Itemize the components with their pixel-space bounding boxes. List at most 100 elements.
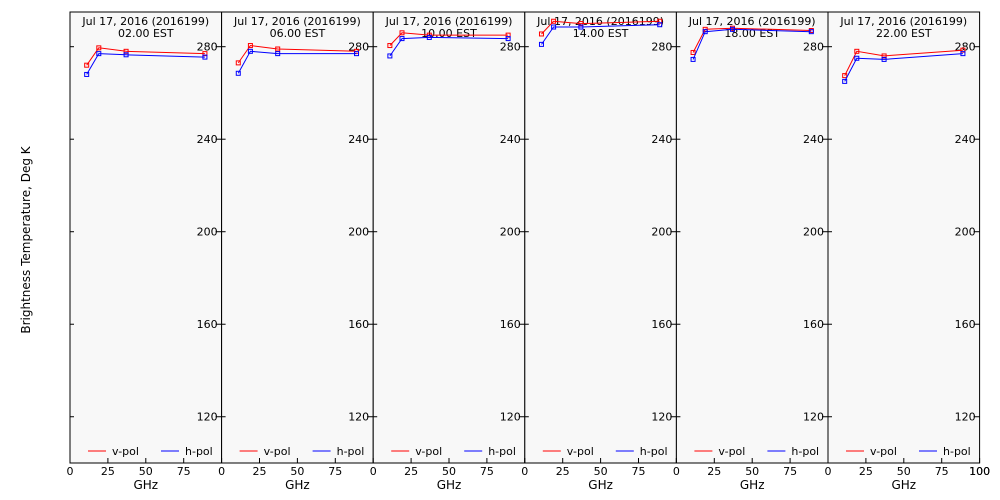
x-tick-label: 0	[825, 465, 832, 478]
data-point-v-pol	[84, 62, 90, 68]
series-line-v-pol	[692, 27, 812, 53]
panel-frame	[524, 11, 677, 464]
data-point-v-pol	[235, 60, 241, 66]
y-tick-label: 160	[500, 318, 521, 331]
y-tick-label: 160	[803, 318, 824, 331]
legend-label-v-pol: v-pol	[718, 445, 745, 458]
panel-4: Jul 17, 2016 (2016199)14.00 EST 120 160 200…	[521, 11, 677, 492]
panel-frame	[675, 11, 829, 464]
panel-title-date: Jul 17, 2016 (2016199)	[688, 15, 816, 28]
data-point-h-pol	[399, 36, 405, 42]
data-point-h-pol	[426, 34, 432, 40]
legend-label-v-pol: v-pol	[112, 445, 139, 458]
legend-label-v-pol: v-pol	[870, 445, 897, 458]
x-axis-label: GHz	[437, 478, 462, 492]
data-point-v-pol	[538, 31, 544, 37]
x-tick-label: 50	[290, 465, 304, 478]
y-tick-label: 240	[348, 133, 369, 146]
panel-title-date: Jul 17, 2016 (2016199)	[839, 15, 967, 28]
legend: v-pol h-pol	[88, 445, 213, 458]
data-point-v-pol	[551, 18, 557, 24]
x-tick-label: 25	[404, 465, 418, 478]
series-line-h-pol	[541, 24, 660, 45]
series-line-h-pol	[692, 28, 812, 60]
data-point-h-pol	[578, 24, 584, 30]
legend-label-h-pol: h-pol	[337, 445, 365, 458]
y-tick-label: 280	[803, 41, 824, 54]
panel-frame	[372, 11, 526, 464]
series-line-v-pol	[844, 49, 963, 76]
series-line-v-pol	[237, 44, 357, 64]
data-point-v-pol	[881, 53, 887, 59]
x-axis-label: GHz	[285, 478, 310, 492]
x-tick-label: 75	[783, 465, 797, 478]
x-tick-label: 0	[521, 465, 528, 478]
y-tick-label: 240	[955, 133, 976, 146]
data-point-h-pol	[275, 51, 281, 57]
legend: v-pol h-pol	[694, 445, 819, 458]
x-tick-label: 50	[594, 465, 608, 478]
x-tick-label: 25	[253, 465, 267, 478]
x-tick-label: 0	[673, 465, 680, 478]
legend-label-h-pol: h-pol	[791, 445, 819, 458]
data-point-v-pol	[690, 49, 696, 55]
legend: v-pol h-pol	[542, 445, 668, 458]
x-axis-label: GHz	[133, 478, 158, 492]
x-tick-label: 25	[707, 465, 721, 478]
x-tick-label: 75	[935, 465, 949, 478]
data-point-v-pol	[657, 18, 663, 24]
panel-5: Jul 17, 2016 (2016199)18.00 EST120160200…	[673, 11, 829, 492]
panel-title-date: Jul 17, 2016 (2016199)	[81, 15, 209, 28]
data-point-h-pol	[387, 53, 393, 59]
x-tick-label: 25	[556, 465, 570, 478]
panel-title-date: Jul 17, 2016 (2016199)	[233, 15, 361, 28]
y-tick-label: 280	[197, 41, 218, 54]
legend: v-pol h-pol	[239, 445, 365, 458]
panel-title-time: 10.00 EST	[421, 27, 477, 40]
data-point-h-pol	[354, 51, 360, 57]
legend-label-h-pol: h-pol	[185, 445, 213, 458]
y-tick-label: 200	[348, 226, 369, 239]
panel-title-time: 22.00 EST	[876, 27, 932, 40]
data-point-h-pol	[842, 78, 848, 84]
data-point-h-pol	[808, 29, 814, 35]
panel-title-time: 14.00 EST	[573, 27, 629, 40]
y-tick-label: 120	[955, 411, 976, 424]
x-tick-label: 100	[969, 465, 990, 478]
series-line-v-pol	[389, 32, 509, 46]
data-point-v-pol	[578, 21, 584, 27]
legend: v-pol h-pol	[391, 445, 516, 458]
data-point-h-pol	[123, 52, 129, 58]
data-point-h-pol	[729, 26, 735, 32]
y-tick-label: 280	[500, 41, 521, 54]
x-tick-label: 0	[67, 465, 74, 478]
x-tick-label: 50	[745, 465, 759, 478]
panel-6: Jul 17, 2016 (2016199)22.00 EST 120 160 200…	[825, 11, 990, 492]
data-point-h-pol	[96, 51, 102, 57]
data-point-h-pol	[702, 29, 708, 35]
legend-label-v-pol: v-pol	[415, 445, 442, 458]
panel-frame	[827, 11, 981, 464]
series-line-h-pol	[389, 36, 509, 57]
y-tick-label: 120	[500, 411, 521, 424]
data-point-h-pol	[84, 71, 90, 77]
y-tick-label: 200	[500, 226, 521, 239]
legend-label-h-pol: h-pol	[488, 445, 516, 458]
data-point-v-pol	[399, 30, 405, 36]
data-point-v-pol	[202, 51, 208, 57]
x-axis-label: GHz	[891, 478, 916, 492]
x-tick-label: 25	[859, 465, 873, 478]
x-tick-label: 0	[218, 465, 225, 478]
y-tick-label: 160	[651, 318, 672, 331]
y-tick-label: 240	[197, 133, 218, 146]
panel-1: Jul 17, 2016 (2016199)02.00 EST 120 160 200…	[67, 11, 223, 492]
data-point-h-pol	[551, 24, 557, 30]
data-point-v-pol	[842, 73, 848, 79]
data-point-h-pol	[657, 22, 663, 28]
data-point-h-pol	[881, 56, 887, 62]
y-axis-label: Brightness Temperature, Deg K	[19, 145, 33, 333]
data-point-v-pol	[123, 48, 129, 54]
legend-label-h-pol: h-pol	[640, 445, 668, 458]
y-tick-label: 200	[651, 226, 672, 239]
